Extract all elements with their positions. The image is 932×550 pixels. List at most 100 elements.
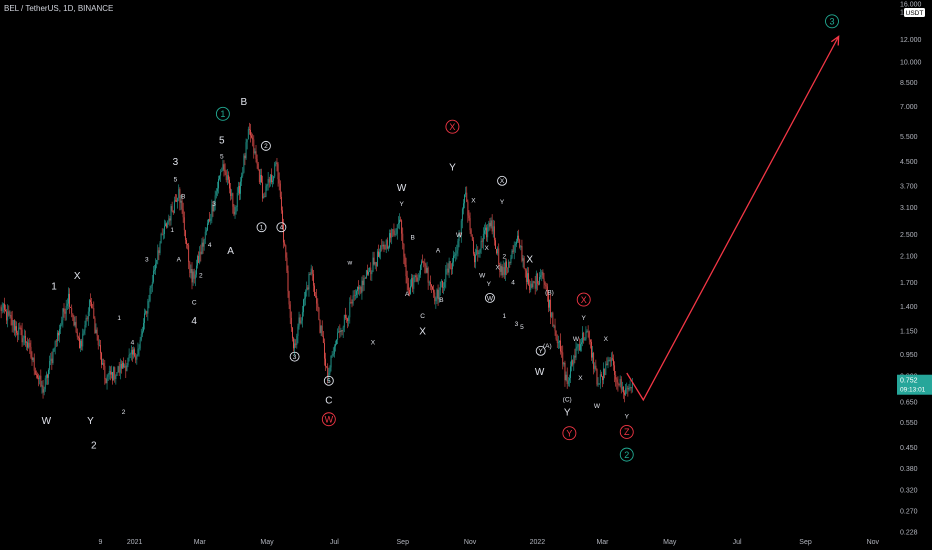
candle — [512, 245, 514, 254]
candle — [557, 335, 559, 349]
candle — [418, 270, 420, 281]
candle — [448, 257, 450, 278]
forecast-arrow[interactable] — [626, 35, 840, 402]
candle — [269, 173, 271, 187]
wave-label: C — [192, 299, 197, 306]
candle — [541, 270, 543, 282]
candle — [186, 238, 187, 249]
candle — [485, 222, 486, 235]
candle — [92, 303, 94, 309]
candle — [333, 344, 335, 358]
candle — [475, 248, 476, 269]
candle — [82, 328, 84, 351]
candle — [582, 326, 584, 347]
candle — [544, 281, 546, 290]
candle — [388, 245, 389, 252]
candle — [498, 243, 500, 267]
wave-label: X — [604, 336, 609, 343]
candle — [564, 360, 566, 387]
candle — [187, 243, 188, 250]
candle — [559, 340, 560, 349]
candle — [566, 367, 568, 389]
candle — [118, 361, 120, 377]
candle — [28, 339, 30, 349]
candle — [442, 280, 443, 293]
wave-label: 1 — [215, 106, 230, 121]
svg-text:4: 4 — [191, 316, 197, 327]
candle — [192, 269, 194, 286]
y-tick-label: 8.500 — [900, 80, 918, 87]
candle — [396, 224, 398, 240]
candle — [492, 219, 494, 238]
time-axis[interactable]: 9 2021 Mar May Jul Sep Nov 2022 Mar May Jul Sep Nov — [98, 539, 879, 546]
candle — [135, 353, 137, 364]
candle — [351, 299, 353, 308]
candle — [555, 330, 557, 341]
candle — [117, 365, 119, 373]
candle — [194, 270, 196, 287]
candle — [231, 189, 233, 200]
candle — [247, 126, 249, 140]
candle — [523, 255, 525, 270]
candle — [289, 301, 291, 325]
candle — [406, 270, 408, 291]
svg-text:5: 5 — [219, 136, 225, 147]
candle — [70, 306, 72, 308]
candle — [529, 279, 531, 294]
candle — [463, 199, 464, 215]
svg-text:USDT: USDT — [906, 10, 924, 17]
currency-badge[interactable]: USDT — [904, 8, 925, 17]
candle — [102, 358, 104, 365]
candle — [532, 280, 534, 290]
candle — [536, 272, 538, 291]
candle — [230, 182, 232, 201]
candle — [203, 238, 205, 251]
candle — [491, 214, 493, 235]
candle — [493, 220, 495, 246]
svg-text:W: W — [479, 273, 486, 280]
x-tick-label: Sep — [397, 539, 410, 546]
wave-label: A — [436, 248, 441, 255]
svg-text:Y: Y — [399, 201, 404, 208]
candle — [137, 342, 139, 357]
candle — [162, 228, 164, 240]
candle — [310, 264, 312, 276]
candle — [440, 279, 442, 288]
candle — [113, 366, 115, 381]
candle — [514, 241, 516, 253]
svg-text:(C): (C) — [563, 396, 572, 403]
candle — [508, 259, 510, 273]
forecast-line[interactable] — [626, 36, 840, 402]
y-tick-label: 1.700 — [900, 280, 918, 287]
candle — [317, 298, 319, 312]
candle — [329, 365, 331, 376]
price-axis[interactable]: 16.00015.00012.00010.0008.5007.0005.5004… — [900, 1, 925, 537]
candle — [516, 238, 517, 248]
candle — [350, 295, 352, 304]
candle — [531, 278, 533, 289]
y-tick-label: 1.150 — [900, 328, 918, 335]
svg-text:2: 2 — [199, 273, 203, 280]
candle — [81, 338, 83, 351]
svg-text:1: 1 — [170, 227, 174, 234]
candle — [20, 325, 22, 336]
candle — [608, 357, 610, 362]
candle — [55, 339, 57, 347]
candle — [98, 339, 100, 347]
candle — [551, 312, 553, 319]
last-price-tag: 0.752 09:13:01 — [897, 374, 932, 395]
candle — [408, 287, 410, 297]
wave-label: 5 — [220, 153, 224, 160]
candle — [169, 215, 171, 227]
candle — [284, 239, 286, 247]
candle — [314, 282, 315, 297]
candle — [371, 270, 373, 282]
candle — [239, 182, 240, 201]
candle — [16, 321, 17, 336]
wave-label: Y — [500, 199, 505, 206]
candle — [545, 282, 547, 291]
candle — [190, 264, 192, 279]
wave-label: 4 — [131, 340, 135, 347]
wave-label: 2 — [502, 253, 506, 260]
